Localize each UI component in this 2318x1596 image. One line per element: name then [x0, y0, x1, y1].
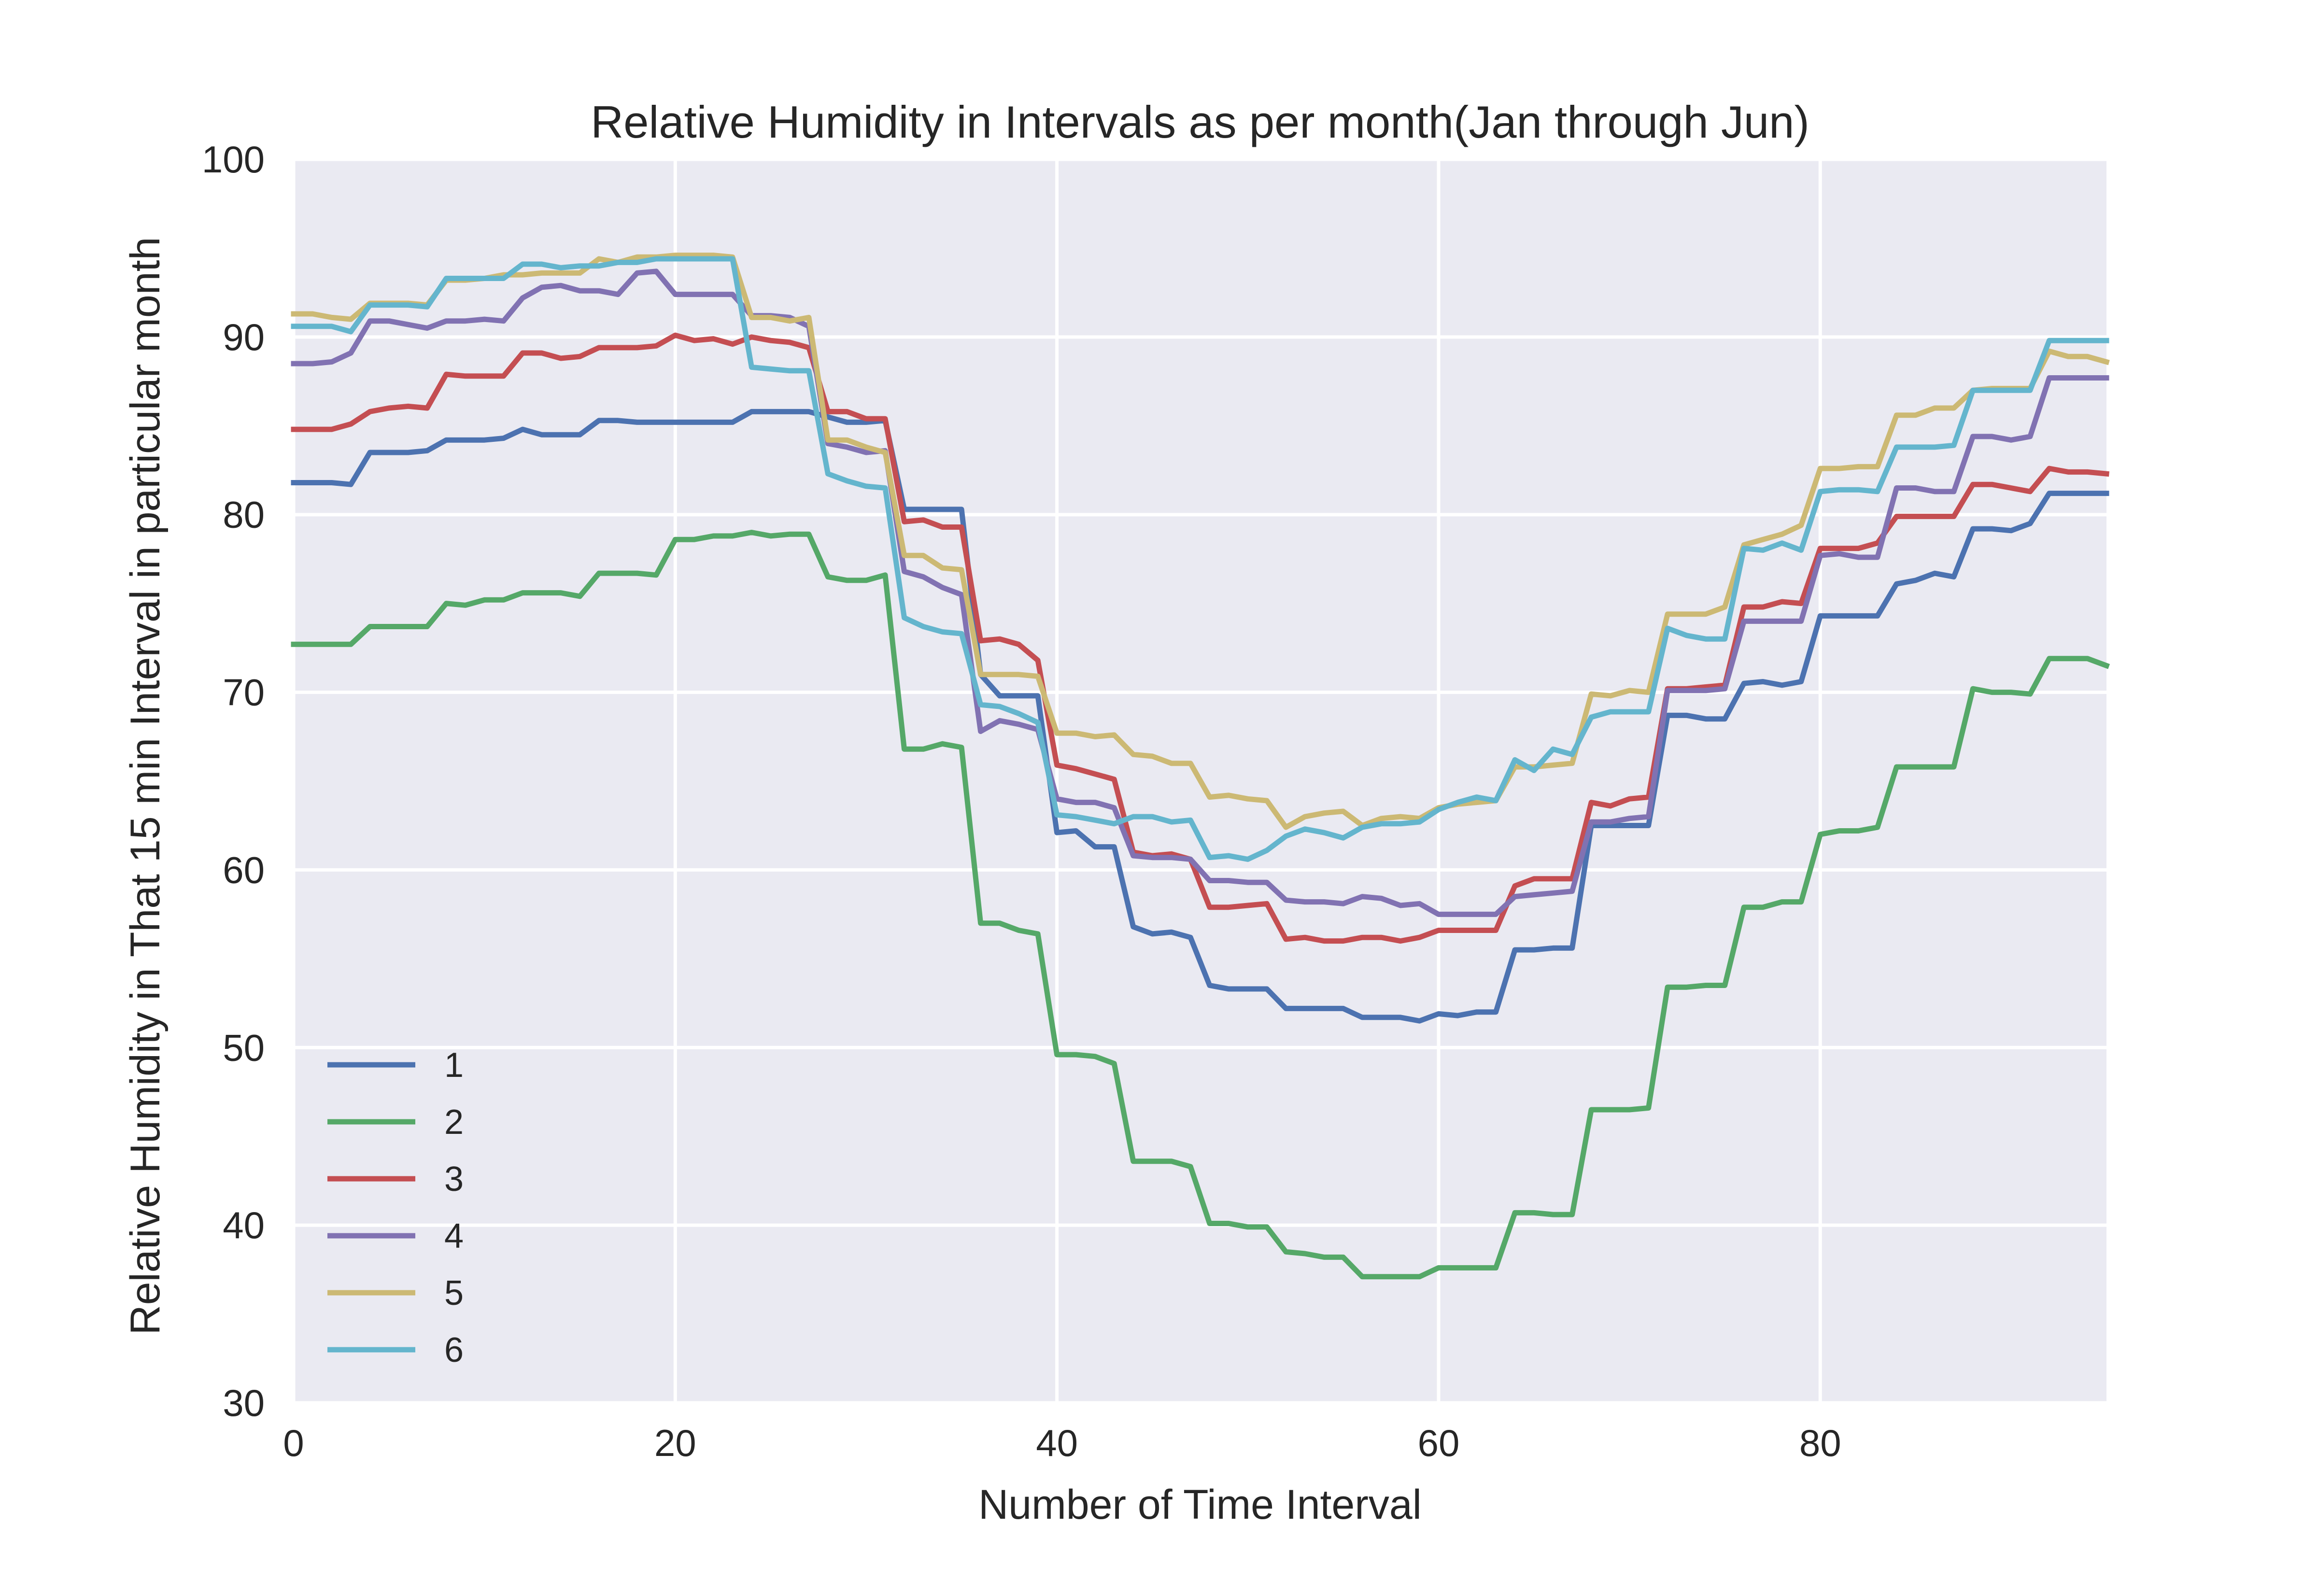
x-axis-label: Number of Time Interval: [978, 1482, 1422, 1528]
legend: 1 2 3 4 5 6: [327, 1046, 464, 1370]
y-tick-label: 50: [223, 1026, 265, 1069]
x-tick-label: 20: [654, 1422, 696, 1464]
series-line-2: [291, 530, 2110, 1280]
y-axis-label: Relative Humidity in That 15 min Interva…: [122, 237, 169, 1335]
legend-label-5: 5: [444, 1274, 464, 1313]
y-tick-label: 40: [223, 1204, 265, 1246]
y-tick-label: 90: [223, 316, 265, 358]
y-tick-label: 70: [223, 671, 265, 714]
x-tick-label: 40: [1036, 1422, 1078, 1464]
legend-label-2: 2: [444, 1103, 464, 1142]
series-line-3: [291, 332, 2109, 944]
series-lines: [291, 253, 2110, 1280]
legend-label-4: 4: [444, 1217, 464, 1256]
x-tick-label: 0: [283, 1422, 304, 1464]
y-tick-label: 60: [223, 848, 265, 891]
series-line-5: [291, 253, 2110, 830]
series-line-1: [291, 409, 2109, 1024]
x-tick-label: 60: [1418, 1422, 1460, 1464]
series-line-6: [291, 256, 2109, 862]
tick-labels: 0 20 40 60 80 30 40 50 60 70 80 90 100: [202, 138, 1841, 1464]
series-line-4: [291, 268, 2109, 917]
y-tick-label: 100: [202, 138, 265, 181]
legend-label-3: 3: [444, 1160, 464, 1199]
legend-label-6: 6: [444, 1331, 464, 1370]
chart-title: Relative Humidity in Intervals as per mo…: [591, 97, 1809, 147]
legend-label-1: 1: [444, 1046, 464, 1085]
x-tick-label: 80: [1799, 1422, 1841, 1464]
y-tick-label: 80: [223, 494, 265, 536]
y-tick-label: 30: [223, 1382, 265, 1424]
